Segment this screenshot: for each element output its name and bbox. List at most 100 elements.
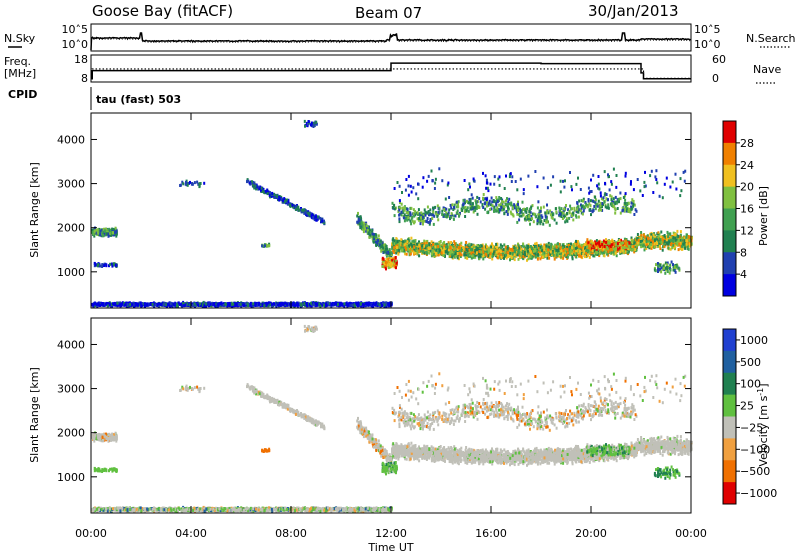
data-cell [541, 249, 543, 252]
freq-unit-label: [MHz] [4, 67, 36, 80]
data-cell [253, 182, 255, 185]
data-cell [530, 255, 532, 258]
data-cell [393, 246, 395, 249]
data-cell [218, 302, 220, 305]
data-cell [363, 230, 365, 233]
data-cell [457, 256, 459, 259]
data-cell [327, 301, 329, 304]
data-cell [127, 303, 129, 306]
data-cell [557, 242, 559, 245]
data-cell [255, 303, 257, 306]
data-cell [294, 304, 296, 307]
data-cell [423, 240, 425, 243]
data-cell [509, 258, 511, 261]
noise-right-tick: 10˄0 [694, 38, 721, 51]
data-cell [131, 303, 133, 306]
freq-left-tick: 8 [81, 72, 88, 85]
data-cell [360, 302, 362, 305]
data-cell [604, 254, 606, 257]
data-cell [109, 302, 111, 305]
data-cell [229, 304, 231, 307]
data-cell [395, 237, 397, 240]
data-cell [348, 303, 350, 306]
data-cell [567, 256, 569, 259]
data-cell [155, 304, 157, 307]
data-cell [363, 222, 365, 225]
data-cell [289, 204, 291, 207]
data-cell [192, 304, 194, 307]
data-cell [252, 302, 254, 305]
data-cell [596, 239, 598, 242]
data-cell [264, 244, 266, 247]
data-cell [101, 263, 103, 266]
noise-panel: 10˄510˄010˄510˄0 [62, 23, 721, 51]
nsearch-label: N.Search [746, 32, 796, 45]
data-cell [450, 241, 452, 244]
data-cell [395, 256, 397, 259]
data-cell [240, 303, 242, 306]
data-cell [384, 304, 386, 307]
data-cell [318, 302, 320, 305]
data-cell [335, 303, 337, 306]
data-cell [538, 244, 540, 247]
data-cell [97, 263, 99, 266]
data-cell [301, 209, 303, 212]
data-cell [105, 264, 107, 267]
data-cell [361, 221, 363, 224]
data-cell [502, 248, 504, 251]
data-cell [479, 250, 481, 253]
data-cell [562, 257, 564, 260]
data-cell [610, 252, 612, 255]
data-cell [392, 242, 394, 245]
data-cell [339, 302, 341, 305]
data-cell [129, 303, 131, 306]
data-cell [383, 258, 385, 261]
data-cell [282, 199, 284, 202]
data-cell [92, 231, 94, 234]
data-cell [197, 303, 199, 306]
data-cell [279, 197, 281, 200]
data-cell [540, 246, 542, 249]
data-cell [323, 220, 325, 223]
data-cell [578, 245, 580, 248]
data-cell [253, 187, 255, 190]
data-cell [545, 245, 547, 248]
data-cell [351, 304, 353, 307]
data-cell [315, 121, 317, 124]
data-cell [243, 304, 245, 307]
noise-left-tick: 10˄5 [62, 23, 89, 36]
data-cell [112, 231, 114, 234]
cpid-label: CPID [8, 88, 37, 101]
data-cell [235, 304, 237, 307]
data-cell [192, 183, 194, 186]
data-cell [497, 256, 499, 259]
data-cell [368, 231, 370, 234]
data-cell [390, 252, 392, 255]
data-cell [224, 302, 226, 305]
data-cell [140, 304, 142, 307]
data-cell [359, 222, 361, 225]
data-cell [375, 244, 377, 247]
data-cell [431, 252, 433, 255]
data-cell [437, 245, 439, 248]
data-cell [532, 247, 534, 250]
data-cell [401, 248, 403, 251]
data-cell [316, 303, 318, 306]
data-cell [452, 256, 454, 259]
data-cell [439, 249, 441, 252]
data-cell [578, 254, 580, 257]
data-cell [343, 302, 345, 305]
data-cell [284, 302, 286, 305]
data-cell [373, 241, 375, 244]
data-cell [178, 302, 180, 305]
data-cell [460, 242, 462, 245]
data-cell [376, 239, 378, 242]
data-cell [232, 303, 234, 306]
data-cell [378, 303, 380, 306]
data-cell [116, 302, 118, 305]
data-cell [512, 252, 514, 255]
data-cell [247, 302, 249, 305]
data-cell [100, 230, 102, 233]
data-cell [189, 181, 191, 184]
